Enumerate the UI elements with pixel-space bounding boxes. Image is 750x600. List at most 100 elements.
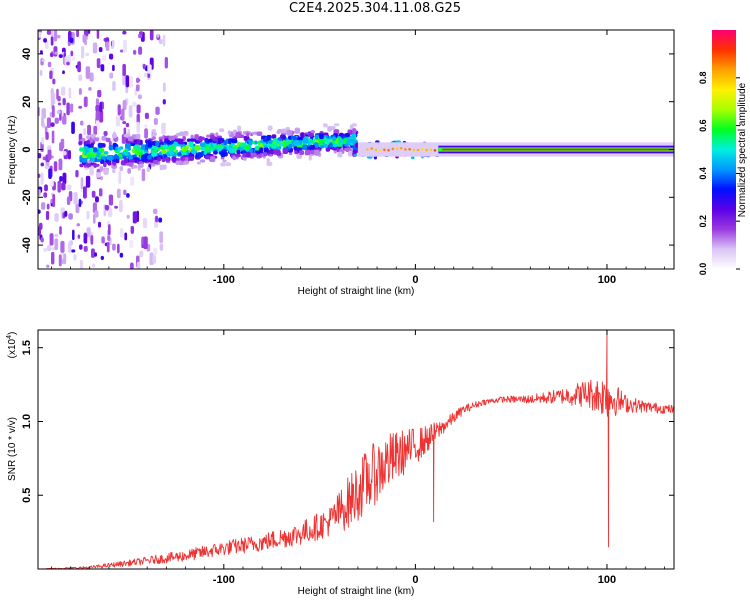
line-dot bbox=[387, 148, 390, 152]
band-cell bbox=[197, 152, 203, 158]
noise-cell bbox=[43, 38, 47, 43]
band-cell bbox=[81, 158, 88, 163]
noise-cell bbox=[54, 213, 59, 222]
band-cell bbox=[220, 162, 226, 167]
band-cell bbox=[347, 150, 353, 157]
band-cell bbox=[210, 134, 215, 140]
noise-cell bbox=[51, 130, 55, 144]
noise-cell bbox=[122, 63, 126, 76]
band-cell bbox=[200, 159, 206, 163]
noise-cell bbox=[53, 46, 58, 57]
noise-cell bbox=[80, 45, 85, 59]
snr-ylabel: SNR (10 * v/v) bbox=[7, 417, 18, 481]
noise-cell bbox=[89, 165, 94, 176]
noise-cell bbox=[41, 137, 45, 145]
band-cell bbox=[79, 163, 84, 168]
noise-cell bbox=[144, 128, 148, 139]
noise-cell bbox=[49, 52, 54, 58]
noise-cell bbox=[58, 254, 62, 267]
noise-cell bbox=[97, 89, 102, 98]
line-dot bbox=[374, 148, 378, 152]
band-cell bbox=[169, 149, 174, 155]
noise-cell bbox=[66, 61, 70, 66]
band-cell bbox=[344, 147, 350, 152]
noise-cell bbox=[42, 156, 47, 161]
band-cell bbox=[96, 158, 102, 163]
band-cell bbox=[263, 138, 267, 142]
noise-cell bbox=[99, 109, 104, 123]
noise-cell bbox=[59, 175, 63, 182]
noise-cell bbox=[136, 210, 139, 223]
band-cell bbox=[332, 136, 336, 142]
noise-cell bbox=[78, 105, 83, 109]
band-cell bbox=[107, 161, 111, 165]
noise-cell bbox=[46, 117, 52, 128]
band-cell bbox=[101, 143, 106, 148]
noise-cell bbox=[119, 199, 123, 213]
band-cell bbox=[196, 161, 201, 165]
band-cell bbox=[344, 133, 350, 138]
band-cell bbox=[203, 150, 207, 155]
spectrogram-axes: -100 0 100 -40 -20 0 20 40 bbox=[21, 30, 674, 286]
band-cell bbox=[93, 147, 98, 153]
band-cell bbox=[232, 155, 236, 161]
noise-cell bbox=[73, 192, 78, 205]
line-dot bbox=[370, 147, 373, 150]
band-cell bbox=[141, 154, 147, 161]
band-cell bbox=[232, 146, 238, 153]
noise-cell bbox=[138, 33, 143, 39]
noise-cell bbox=[75, 203, 80, 214]
noise-cell bbox=[45, 210, 50, 221]
noise-cell bbox=[92, 42, 98, 54]
noise-cell bbox=[109, 72, 114, 79]
noise-cell bbox=[62, 115, 67, 125]
band-cell bbox=[268, 140, 273, 145]
noise-cell bbox=[58, 54, 63, 58]
noise-cell bbox=[69, 37, 74, 43]
band-cell bbox=[228, 145, 233, 149]
band-cell bbox=[153, 155, 158, 160]
band-cell bbox=[293, 146, 298, 151]
band-cell bbox=[140, 144, 146, 150]
noise-cell bbox=[83, 186, 87, 199]
noise-cell bbox=[95, 196, 99, 203]
band-cell bbox=[213, 150, 218, 155]
band-cell bbox=[105, 137, 111, 143]
band-cell bbox=[84, 146, 89, 152]
noise-cell bbox=[161, 122, 166, 135]
noise-cell bbox=[40, 115, 45, 127]
band-cell bbox=[99, 148, 105, 152]
noise-cell bbox=[87, 124, 92, 136]
band-cell bbox=[352, 128, 357, 134]
line-dot bbox=[408, 148, 411, 151]
noise-cell bbox=[41, 202, 46, 210]
noise-cell bbox=[136, 261, 141, 269]
snr-xtick-label: -100 bbox=[213, 574, 235, 586]
band-cell bbox=[318, 133, 324, 140]
band-cell bbox=[269, 148, 274, 155]
noise-cell bbox=[130, 262, 134, 269]
noise-cell bbox=[153, 208, 158, 215]
svg-text:(x104): (x104) bbox=[6, 332, 18, 359]
band-cell bbox=[227, 130, 231, 135]
band-cell bbox=[267, 125, 273, 131]
noise-cell bbox=[124, 232, 128, 241]
colorbar-tick-label: 0.2 bbox=[698, 215, 708, 228]
band-cell bbox=[349, 124, 354, 130]
noise-cell bbox=[129, 76, 134, 88]
band-cell bbox=[188, 141, 194, 147]
band-cell bbox=[254, 150, 261, 155]
noise-cell bbox=[77, 61, 81, 73]
snr-frame bbox=[37, 329, 675, 570]
noise-cell bbox=[56, 34, 61, 39]
band-cell bbox=[288, 144, 293, 149]
noise-cell bbox=[79, 259, 84, 269]
noise-cell bbox=[39, 69, 43, 76]
noise-cell bbox=[121, 108, 125, 121]
noise-cell bbox=[138, 46, 143, 55]
spectrogram-xtick-label: -100 bbox=[213, 274, 235, 286]
band-cell bbox=[87, 154, 91, 160]
band-cell bbox=[151, 132, 158, 136]
noise-cell bbox=[162, 99, 166, 105]
band-cell bbox=[161, 164, 167, 170]
